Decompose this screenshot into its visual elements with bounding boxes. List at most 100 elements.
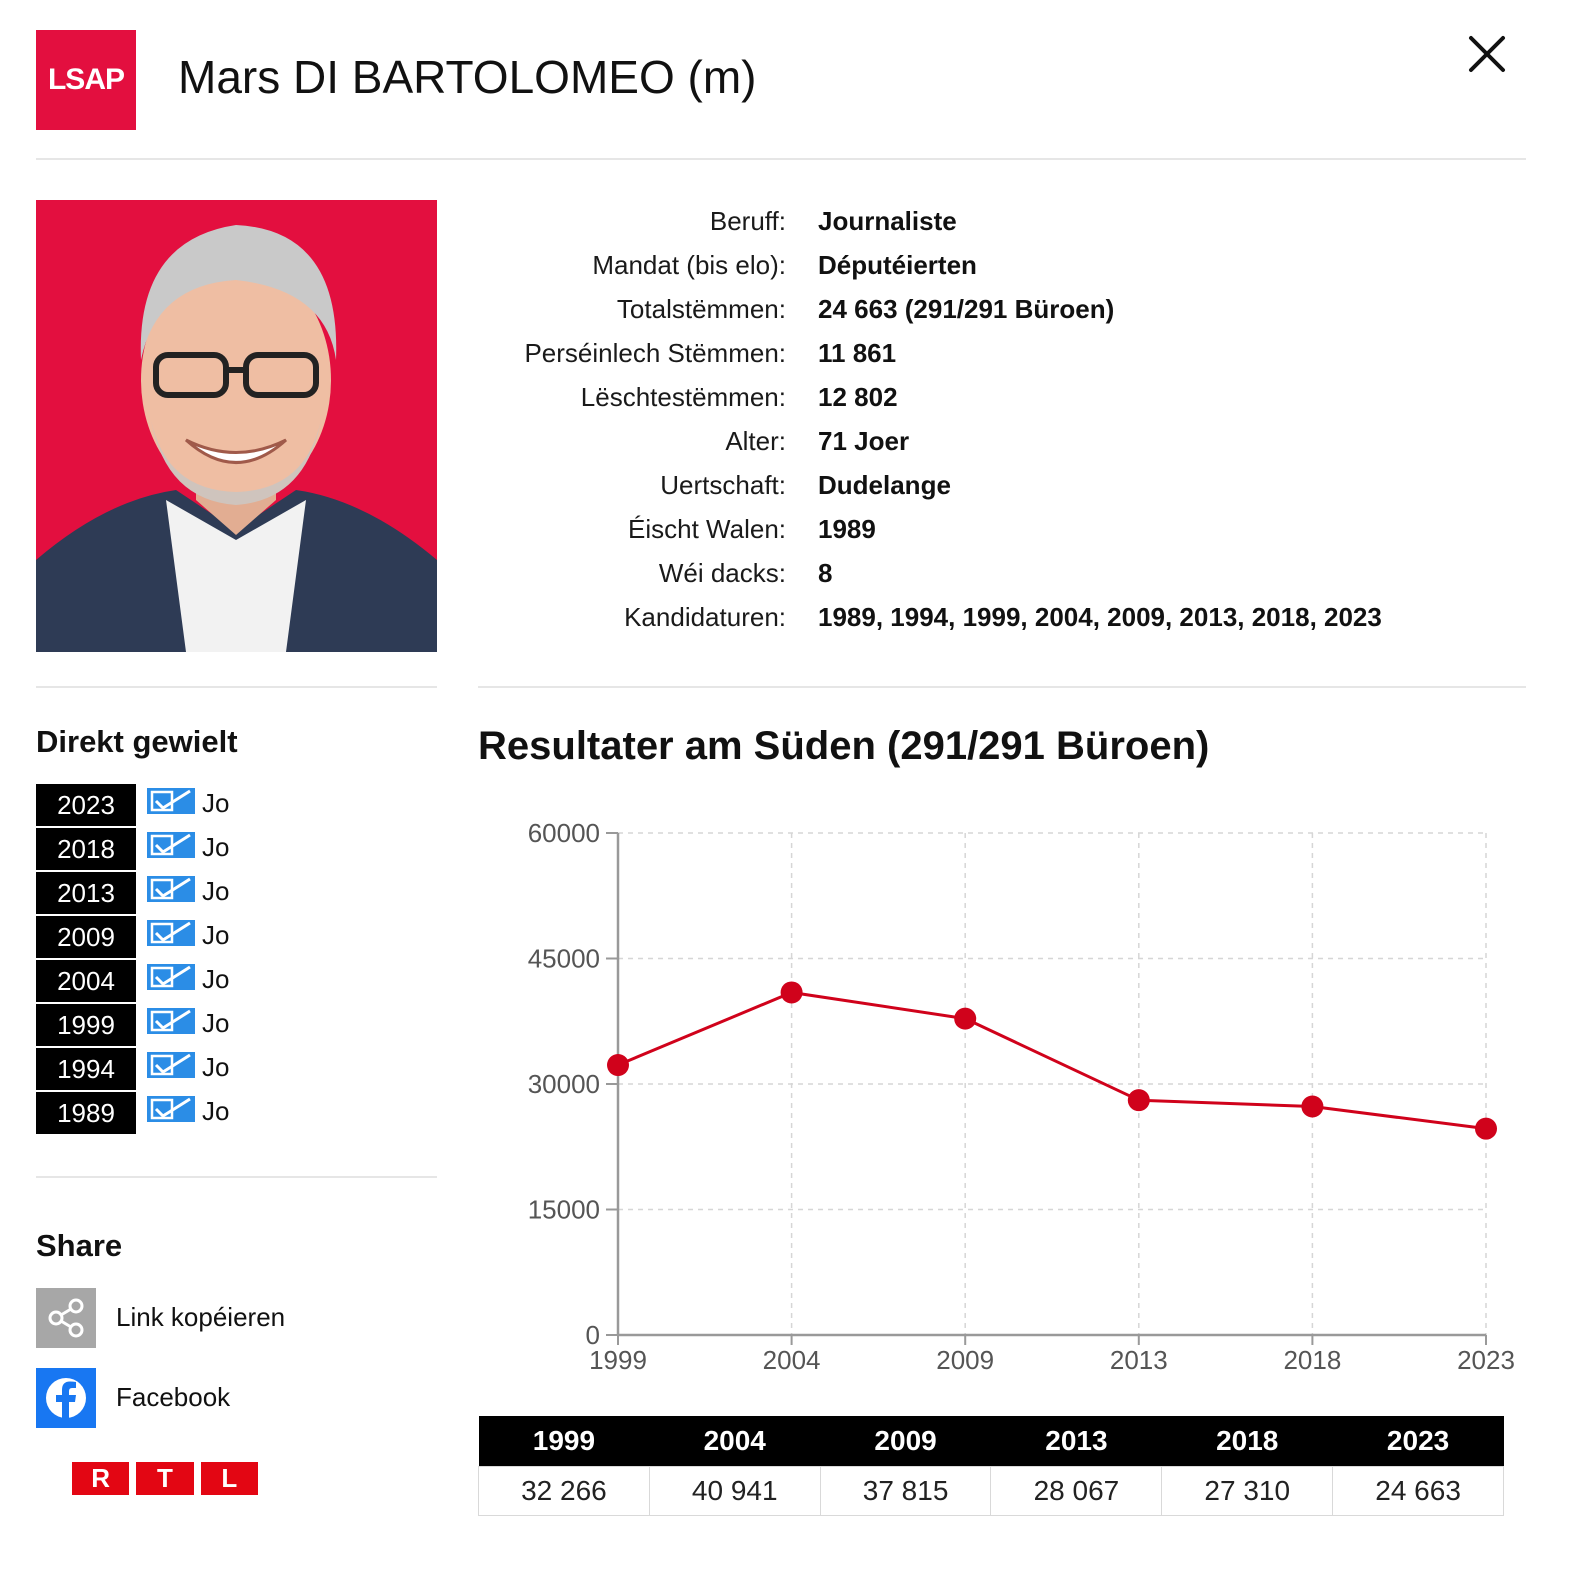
checked-box-icon: [147, 964, 195, 990]
x-tick-label: 2018: [1283, 1345, 1341, 1375]
elected-row: 1994 Jo: [36, 1048, 336, 1090]
results-table-cell: 27 310: [1161, 1466, 1334, 1516]
info-value: Députéierten: [818, 250, 977, 280]
results-table-row: 32 266 40 941 37 815 28 067 27 310 24 66…: [478, 1466, 1504, 1516]
elected-value: Jo: [202, 832, 230, 862]
rtl-logo-letter: L: [200, 1462, 258, 1495]
elected-value: Jo: [202, 876, 230, 906]
results-table-cell: 40 941: [648, 1466, 821, 1516]
checked-box-icon: [147, 876, 195, 902]
info-value: Dudelange: [818, 470, 951, 500]
x-tick-label: 2023: [1457, 1345, 1515, 1375]
share-title: Share: [36, 1228, 123, 1263]
elected-value: Jo: [202, 1052, 230, 1082]
info-label: Alter:: [725, 426, 786, 456]
y-tick-label: 30000: [528, 1069, 600, 1099]
info-label: Perséinlech Stëmmen:: [524, 338, 786, 368]
results-line-chart: 0 15000 30000 45000 60000 1999 2004 2009 2013 201…: [528, 818, 1515, 1375]
party-logo: LSAP: [36, 30, 136, 130]
x-tick-label: 1999: [589, 1345, 647, 1375]
year-badge: 2004: [36, 960, 136, 1002]
checked-box-icon: [147, 788, 195, 814]
results-table: 1999 2004 2009 2013 2018 2023 32 266 40 …: [478, 1416, 1504, 1516]
x-tick-label: 2009: [936, 1345, 994, 1375]
results-table-header: 2004: [649, 1416, 821, 1467]
info-value: 24 663 (291/291 Büroen): [818, 294, 1115, 324]
copy-link-label: Link kopéieren: [116, 1302, 286, 1332]
results-table-header-row: 1999 2004 2009 2013 2018 2023: [478, 1416, 1504, 1467]
elected-row: 2013 Jo: [36, 872, 336, 914]
info-row-profession: Beruff: Journaliste: [460, 200, 1560, 244]
info-label: Uertschaft:: [660, 470, 786, 500]
close-icon[interactable]: [1462, 30, 1512, 80]
year-badge: 2013: [36, 872, 136, 914]
results-table-cell: 32 266: [478, 1466, 650, 1516]
share-divider: [36, 1176, 437, 1178]
results-table-header: 2018: [1161, 1416, 1333, 1467]
results-table-cell: 24 663: [1332, 1466, 1504, 1516]
facebook-share-button[interactable]: Facebook: [36, 1368, 416, 1428]
year-badge: 2018: [36, 828, 136, 870]
elected-value: Jo: [202, 920, 230, 950]
info-label: Mandat (bis elo):: [592, 250, 786, 280]
info-label: Wéi dacks:: [658, 558, 786, 588]
y-tick-label: 0: [586, 1320, 600, 1350]
info-row-candidacies: Kandidaturen: 1989, 1994, 1999, 2004, 20…: [460, 596, 1560, 640]
elected-row: 2004 Jo: [36, 960, 336, 1002]
info-row-mandate: Mandat (bis elo): Députéierten: [460, 244, 1560, 288]
elected-value: Jo: [202, 964, 230, 994]
data-point: [780, 981, 803, 1004]
info-label: Kandidaturen:: [624, 602, 786, 632]
data-point: [1127, 1089, 1150, 1112]
info-label: Lëschtestëmmen:: [580, 382, 786, 412]
candidate-name: Mars DI BARTOLOMEO (m): [178, 51, 757, 103]
elected-value: Jo: [202, 1008, 230, 1038]
copy-link-button[interactable]: Link kopéieren: [36, 1288, 416, 1348]
results-table-header: 1999: [478, 1416, 650, 1467]
y-tick-label: 60000: [528, 818, 600, 848]
rtl-logo: R T L: [72, 1462, 258, 1495]
elected-row: 2018 Jo: [36, 828, 336, 870]
facebook-label: Facebook: [116, 1382, 231, 1412]
info-row-count: Wéi dacks: 8: [460, 552, 1560, 596]
info-value: Journaliste: [818, 206, 957, 236]
data-point: [1301, 1095, 1324, 1118]
results-table-header: 2009: [820, 1416, 991, 1467]
y-tick-label: 15000: [528, 1195, 600, 1225]
info-row-age: Alter: 71 Joer: [460, 420, 1560, 464]
x-tick-label: 2004: [763, 1345, 821, 1375]
elected-value: Jo: [202, 1096, 230, 1126]
info-row-personal-votes: Perséinlech Stëmmen: 11 861: [460, 332, 1560, 376]
elected-row: 1999 Jo: [36, 1004, 336, 1046]
info-label: Beruff:: [709, 206, 786, 236]
data-point: [1475, 1117, 1497, 1140]
right-divider: [478, 686, 1526, 688]
results-table-cell: 28 067: [990, 1466, 1163, 1516]
header-divider: [36, 158, 1526, 160]
info-value: 1989: [818, 514, 876, 544]
left-divider: [36, 686, 437, 688]
info-value: 12 802: [818, 382, 898, 412]
info-row-total-votes: Totalstëmmen: 24 663 (291/291 Büroen): [460, 288, 1560, 332]
candidate-photo: [36, 200, 437, 652]
year-badge: 1994: [36, 1048, 136, 1090]
info-value: 71 Joer: [818, 426, 910, 456]
info-label: Éischt Walen:: [628, 514, 786, 544]
elected-title: Direkt gewielt: [36, 724, 238, 759]
results-table-header: 2013: [990, 1416, 1162, 1467]
year-badge: 2009: [36, 916, 136, 958]
checked-box-icon: [147, 920, 195, 946]
year-badge: 2023: [36, 784, 136, 826]
info-row-locality: Uertschaft: Dudelange: [460, 464, 1560, 508]
elected-value: Jo: [202, 788, 230, 818]
rtl-logo-letter: R: [72, 1462, 130, 1495]
chart-title: Resultater am Süden (291/291 Büroen): [478, 724, 1210, 768]
series-line: [617, 990, 1487, 1131]
rtl-logo-letter: T: [136, 1462, 194, 1495]
elected-row: 1989 Jo: [36, 1092, 336, 1134]
year-badge: 1989: [36, 1092, 136, 1134]
checked-box-icon: [147, 1052, 195, 1078]
info-row-list-votes: Lëschtestëmmen: 12 802: [460, 376, 1560, 420]
elected-row: 2023 Jo: [36, 784, 336, 826]
info-value: 8: [818, 558, 833, 588]
